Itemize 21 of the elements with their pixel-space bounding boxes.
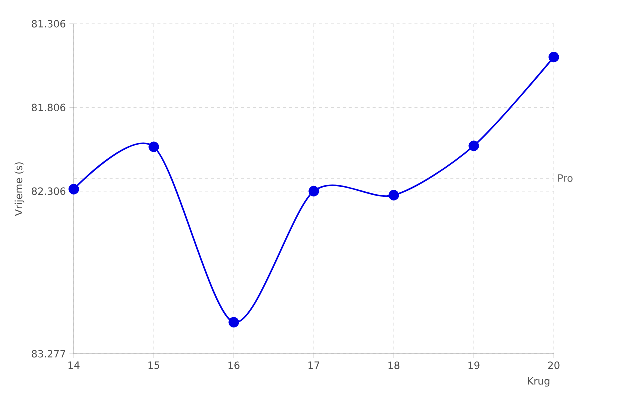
y-axis-title: Vrijeme (s) [14,162,25,216]
y-tick-label: 83.277 [32,350,66,358]
ref-line-label: Pro [558,174,573,182]
y-tick-label: 81.306 [32,20,66,28]
x-tick-label: 14 [68,362,80,370]
x-tick-label: 17 [308,362,320,370]
point [228,317,240,328]
point [148,142,160,152]
point [548,52,560,63]
x-tick-label: 15 [148,362,160,370]
point [468,140,480,152]
x-tick-label: 19 [468,362,480,370]
y-tick-label: 82.306 [32,188,66,196]
x-tick-label: 16 [228,362,240,370]
point [308,186,320,197]
x-axis-title: Krug [528,378,550,387]
y-tick-label: 81.806 [32,104,66,112]
x-tick-label: 20 [548,362,560,370]
point [388,190,400,201]
point [68,184,80,195]
x-tick-label: 18 [388,362,400,370]
